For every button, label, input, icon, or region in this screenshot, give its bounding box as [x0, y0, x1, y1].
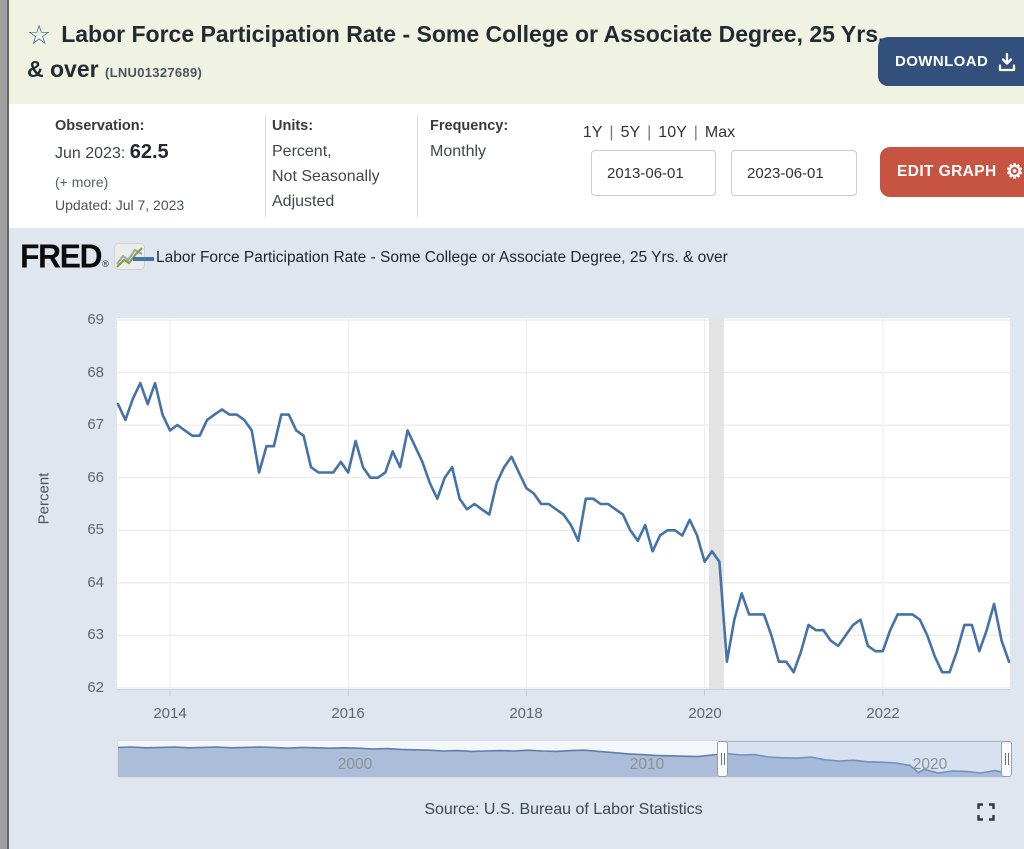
range-max[interactable]: Max: [704, 124, 736, 141]
observation-more-link[interactable]: (+ more): [55, 174, 109, 190]
download-button[interactable]: DOWNLOAD: [878, 37, 1024, 86]
plot-area[interactable]: [116, 318, 1011, 696]
observation-number: 62.5: [129, 141, 169, 163]
x-axis-tick-label: 2014: [153, 705, 187, 722]
y-axis-tick-label: 65: [87, 521, 104, 538]
observation-label: Observation:: [55, 118, 145, 134]
range-10y[interactable]: 10Y: [658, 124, 687, 141]
units-label: Units:: [272, 118, 314, 134]
units-line-1: Percent,: [272, 143, 332, 160]
observation-block: Observation: Jun 2023: 62.5 (+ more) Upd…: [55, 118, 184, 213]
slider-selected-range[interactable]: [722, 741, 1006, 777]
gear-icon: ⚙: [1005, 161, 1024, 183]
registered-mark: ®: [102, 259, 109, 269]
range-1y[interactable]: 1Y: [582, 124, 603, 141]
y-axis-tick-label: 62: [87, 679, 104, 696]
x-axis-tick-label: 2022: [866, 705, 900, 722]
end-date-input[interactable]: [731, 150, 857, 196]
series-line: [116, 381, 1011, 674]
slider-handle-right[interactable]: [1001, 741, 1012, 777]
range-shortcuts: 1Y | 5Y | 10Y | Max: [514, 124, 804, 142]
divider: [417, 114, 418, 217]
source-attribution: Source: U.S. Bureau of Labor Statistics: [424, 801, 703, 818]
frequency-value: Monthly: [430, 143, 487, 160]
units-line-3: Adjusted: [272, 193, 335, 210]
y-axis-tick-label: 68: [87, 364, 104, 381]
page-header: ☆ Labor Force Participation Rate - Some C…: [9, 0, 1024, 104]
slider-year-label: 2010: [629, 756, 665, 773]
range-5y[interactable]: 5Y: [620, 124, 641, 141]
y-axis-tick-label: 64: [87, 574, 104, 591]
start-date-input[interactable]: [591, 150, 716, 196]
slider-year-label: 2000: [337, 756, 373, 773]
observation-date: Jun 2023:: [55, 145, 126, 162]
fred-logo-chart-icon: [113, 243, 145, 270]
y-axis-tick-label: 63: [87, 626, 104, 643]
frequency-label: Frequency:: [430, 118, 509, 134]
fullscreen-icon[interactable]: [977, 803, 995, 821]
slider-mini-chart: [118, 746, 1009, 777]
units-block: Units: Percent, Not Seasonally Adjusted: [272, 118, 380, 214]
info-bar: Observation: Jun 2023: 62.5 (+ more) Upd…: [9, 104, 1024, 228]
fred-logo: FRED ®: [20, 237, 145, 275]
slider-area-line: [118, 746, 1008, 774]
divider: [265, 114, 266, 217]
date-range-slider[interactable]: 2000 2010 2020: [117, 740, 1012, 778]
page-title: ☆ Labor Force Participation Rate - Some C…: [27, 17, 902, 90]
series-title-text: Labor Force Participation Rate - Some Co…: [27, 21, 885, 82]
y-axis-tick-label: 67: [87, 416, 104, 433]
frequency-block: Frequency: Monthly: [430, 118, 508, 164]
x-axis-tick-label: 2016: [331, 705, 365, 722]
fred-logo-text: FRED: [20, 237, 103, 275]
units-line-2: Not Seasonally: [272, 168, 380, 185]
favorite-star-icon[interactable]: ☆: [27, 20, 52, 50]
slider-handle-left[interactable]: [717, 741, 728, 777]
slider-area-fill: [118, 747, 1009, 777]
x-axis-tick-label: 2018: [509, 705, 543, 722]
y-axis-tick-label: 69: [87, 311, 104, 328]
chart-card: FRED ® Labor Force Participation Rate - …: [9, 228, 1024, 849]
observation-value: Jun 2023: 62.5: [55, 141, 184, 164]
range-separator: |: [693, 124, 698, 141]
x-axis-tick-label: 2020: [688, 705, 722, 722]
range-separator: |: [647, 124, 652, 141]
range-separator: |: [609, 124, 614, 141]
download-icon: [999, 52, 1016, 71]
legend-label: Labor Force Participation Rate - Some Co…: [156, 249, 728, 266]
download-button-label: DOWNLOAD: [895, 53, 989, 70]
y-axis-tick-label: 66: [87, 469, 104, 486]
window-edge-rail: [0, 0, 9, 849]
main-chart-svg: [116, 318, 1011, 696]
edit-graph-label: EDIT GRAPH: [897, 163, 997, 180]
observation-updated: Updated: Jul 7, 2023: [55, 197, 185, 213]
slider-year-label: 2020: [912, 756, 948, 773]
series-id: (LNU01327689): [104, 65, 203, 80]
edit-graph-button[interactable]: EDIT GRAPH ⚙: [880, 147, 1024, 197]
legend-line-swatch: [133, 257, 154, 261]
